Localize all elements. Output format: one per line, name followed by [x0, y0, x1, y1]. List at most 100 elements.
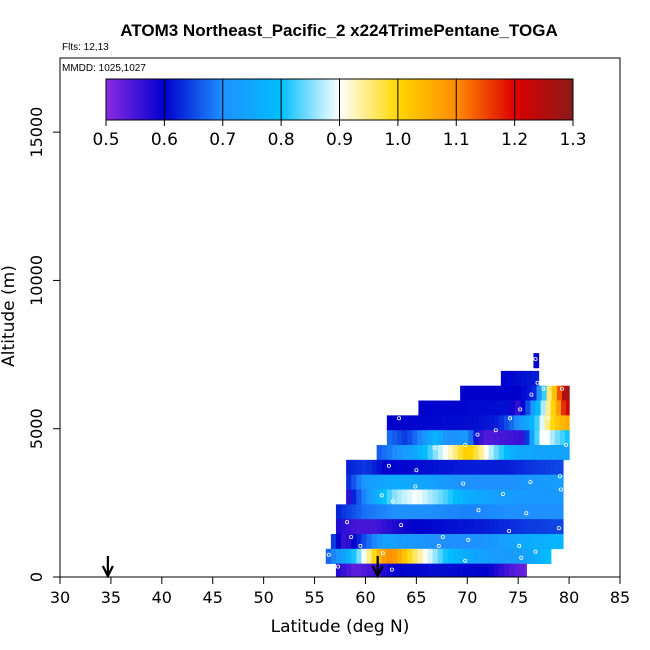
- heatmap-cell: [397, 430, 403, 446]
- heatmap-cell: [498, 445, 505, 461]
- sample-marker: [564, 442, 569, 447]
- heatmap-cell: [544, 548, 551, 564]
- colorbar-tick-label: 1.2: [501, 130, 528, 150]
- sample-marker: [345, 520, 350, 525]
- colorbar-tick-label: 0.8: [268, 130, 295, 150]
- x-tick-label: 80: [559, 588, 579, 607]
- heatmap-cell: [422, 519, 429, 535]
- heatmap-cell: [437, 534, 444, 550]
- flight-arrows: [101, 556, 384, 579]
- heatmap-cell: [432, 445, 439, 461]
- heatmap-cell: [442, 519, 449, 535]
- heatmap-cell: [417, 504, 424, 520]
- heatmap-cell: [473, 430, 480, 446]
- heatmap-cell: [488, 415, 495, 431]
- heatmap-cell: [520, 400, 526, 416]
- heatmap-cell: [544, 415, 551, 431]
- heatmap-cell: [341, 504, 347, 520]
- heatmap-cell: [381, 459, 388, 475]
- heatmap-cell: [539, 534, 546, 550]
- heatmap-cell: [539, 459, 546, 475]
- heatmap-cell: [519, 474, 525, 490]
- heatmap-cell: [453, 459, 459, 475]
- heatmap-cell: [531, 370, 538, 387]
- heatmap-cell: [386, 474, 393, 490]
- heatmap-cell: [335, 534, 342, 550]
- heatmap-cell: [514, 415, 520, 431]
- sample-marker: [541, 386, 546, 391]
- heatmap-cell: [484, 400, 491, 416]
- heatmap-cell: [524, 563, 527, 577]
- heatmap-cell: [504, 400, 511, 416]
- heatmap-cell: [341, 534, 347, 550]
- heatmap-cell: [468, 504, 474, 520]
- heatmap-cell: [556, 385, 563, 401]
- heatmap-cell: [391, 548, 398, 564]
- heatmap-cell: [493, 415, 500, 431]
- heatmap-cell: [402, 519, 408, 535]
- heatmap-cell: [515, 400, 521, 416]
- x-tick-label: 65: [406, 588, 426, 607]
- colorbar-tick-label: 0.7: [209, 130, 236, 150]
- heatmap-cell: [529, 534, 536, 550]
- heatmap-cell: [381, 519, 388, 535]
- heatmap-cell: [524, 415, 530, 431]
- heatmap-cell: [458, 534, 464, 550]
- heatmap-cell: [432, 548, 439, 564]
- heatmap-cell: [447, 519, 454, 535]
- sample-marker: [380, 551, 385, 556]
- heatmap-cell: [432, 415, 439, 431]
- heatmap-cell: [503, 445, 510, 461]
- sample-marker: [560, 386, 565, 391]
- heatmap-cell: [412, 548, 418, 564]
- heatmap-cell: [566, 400, 570, 416]
- heatmap-cell: [544, 534, 551, 550]
- heatmap-cell: [493, 474, 500, 490]
- sample-marker: [461, 481, 466, 486]
- colorbar-tick-label: 1.0: [384, 130, 411, 150]
- heatmap-cell: [473, 489, 480, 505]
- heatmap-cell: [473, 415, 480, 431]
- heatmap-cell: [473, 534, 480, 550]
- heatmap-cell: [407, 504, 413, 520]
- heatmap-cell: [376, 534, 383, 550]
- heatmap-cell: [376, 445, 383, 461]
- heatmap-cell: [524, 459, 530, 475]
- heatmap-cell: [519, 519, 525, 535]
- heatmap-cell: [371, 474, 378, 490]
- sample-marker: [500, 491, 505, 496]
- heatmap-cell: [458, 430, 464, 446]
- heatmap-cell: [529, 430, 536, 446]
- heatmap-cell: [356, 474, 362, 490]
- heatmap-cell: [376, 474, 383, 490]
- heatmap-cell: [391, 430, 398, 446]
- heatmap-cell: [453, 415, 459, 431]
- x-tick-label: 50: [253, 588, 273, 607]
- heatmap-cell: [478, 415, 485, 431]
- heatmap-cell: [529, 415, 536, 431]
- heatmap-cell: [432, 459, 439, 475]
- heatmap-cell: [391, 534, 398, 550]
- heatmap-cell: [427, 430, 434, 446]
- heatmap-cell: [391, 489, 398, 505]
- heatmap-cell: [402, 548, 408, 564]
- heatmap-cell: [524, 474, 530, 490]
- heatmap-cell: [341, 563, 347, 577]
- heatmap-cell: [468, 415, 474, 431]
- heatmap-cell: [468, 563, 474, 577]
- heatmap-cell: [432, 489, 439, 505]
- heatmap-cell: [509, 474, 515, 490]
- heatmap-cell: [468, 445, 474, 461]
- heatmap-cell: [366, 519, 373, 535]
- heatmap-cell: [376, 548, 383, 564]
- x-tick-label: 30: [50, 588, 70, 607]
- heatmap-cell: [356, 548, 362, 564]
- heatmap-cell: [485, 385, 492, 401]
- x-tick-label: 45: [203, 588, 223, 607]
- heatmap-cell: [417, 415, 424, 431]
- heatmap-cell: [559, 504, 564, 520]
- heatmap-cell: [526, 370, 533, 387]
- x-tick-label: 70: [457, 588, 477, 607]
- sample-marker: [397, 416, 402, 421]
- heatmap-cell: [526, 385, 533, 401]
